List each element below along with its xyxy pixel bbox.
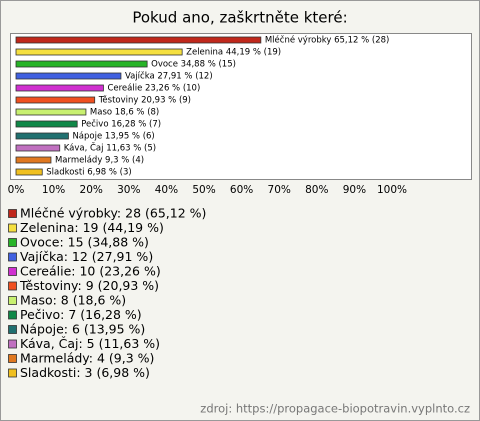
legend-label: Sladkosti: 3 (6,98 %) (20, 365, 150, 380)
bar (15, 168, 43, 176)
bar-label: Marmelády 9,3 % (4) (55, 156, 144, 166)
x-tick-label: 60% (230, 184, 253, 196)
x-tick-label: 100% (377, 184, 407, 196)
bar (15, 36, 262, 44)
x-tick-label: 50% (192, 184, 215, 196)
legend-label: Těstoviny: 9 (20,93 %) (19, 278, 159, 293)
bar-label: Cereálie 23,26 % (10) (107, 84, 200, 94)
legend-label: Maso: 8 (18,6 %) (20, 293, 126, 308)
x-tick-label: 80% (305, 184, 328, 196)
bar-label: Pečivo 16,28 % (7) (81, 119, 161, 130)
legend-label: Vajíčka: 12 (27,91 %) (20, 249, 153, 264)
legend-label: Zelenina: 19 (44,19 %) (20, 220, 164, 235)
legend-swatch (8, 310, 17, 320)
legend-swatch (8, 252, 17, 262)
bar (15, 156, 52, 164)
legend-swatch (8, 238, 17, 247)
legend-swatch (8, 267, 17, 276)
bar (15, 108, 87, 116)
bar (15, 96, 96, 104)
x-tick-label: 40% (155, 184, 178, 196)
plot-area (10, 33, 472, 180)
legend-swatch (8, 325, 17, 334)
bar-label: Nápoje 13,95 % (6) (72, 132, 154, 142)
legend-label: Marmelády: 4 (9,3 %) (20, 351, 154, 366)
legend-swatch (8, 296, 17, 305)
legend-swatch (8, 209, 17, 218)
bar-label: Káva, Čaj 11,63 % (5) (64, 142, 156, 154)
legend-swatch (8, 223, 17, 233)
source: zdroj: https://propagace-biopotravin.vyp… (200, 402, 470, 416)
legend-label: Mléčné výrobky: 28 (65,12 %) (20, 206, 206, 221)
bar-label: Vajíčka 27,91 % (12) (125, 71, 213, 82)
legend-label: Pečivo: 7 (16,28 %) (20, 307, 142, 322)
x-tick-label: 30% (117, 184, 140, 196)
legend-label: Cereálie: 10 (23,26 %) (20, 264, 161, 279)
bar-label: Mléčné výrobky 65,12 % (28) (265, 35, 390, 46)
x-tick-label: 0% (8, 184, 25, 196)
legend-label: Ovoce: 15 (34,88 %) (20, 235, 149, 250)
legend-swatch (8, 368, 17, 378)
bar (15, 144, 61, 152)
legend-swatch (8, 281, 17, 291)
bar (15, 60, 148, 68)
bar-label: Maso 18,6 % (8) (90, 108, 159, 118)
x-tick-label: 10% (42, 184, 65, 196)
bar-label: Ovoce 34,88 % (15) (151, 60, 236, 70)
legend-swatch (8, 354, 17, 363)
bar (15, 120, 78, 128)
bar (15, 48, 183, 56)
bar-label: Těstoviny 20,93 % (9) (98, 96, 191, 106)
bar (15, 72, 122, 80)
bar (15, 84, 104, 92)
bar (15, 132, 69, 140)
x-tick-label: 70% (268, 184, 291, 196)
bar-label: Zelenina 44,19 % (19) (186, 48, 281, 58)
legend-label: Káva, Čaj: 5 (11,63 %) (20, 336, 160, 351)
legend-label: Nápoje: 6 (13,95 %) (20, 322, 145, 337)
chart-title: Pokud ano, zaškrtněte které: (132, 9, 347, 27)
x-tick-label: 90% (343, 184, 366, 196)
bar-label: Sladkosti 6,98 % (3) (46, 168, 131, 178)
legend-swatch (8, 339, 17, 349)
x-tick-label: 20% (80, 184, 103, 196)
